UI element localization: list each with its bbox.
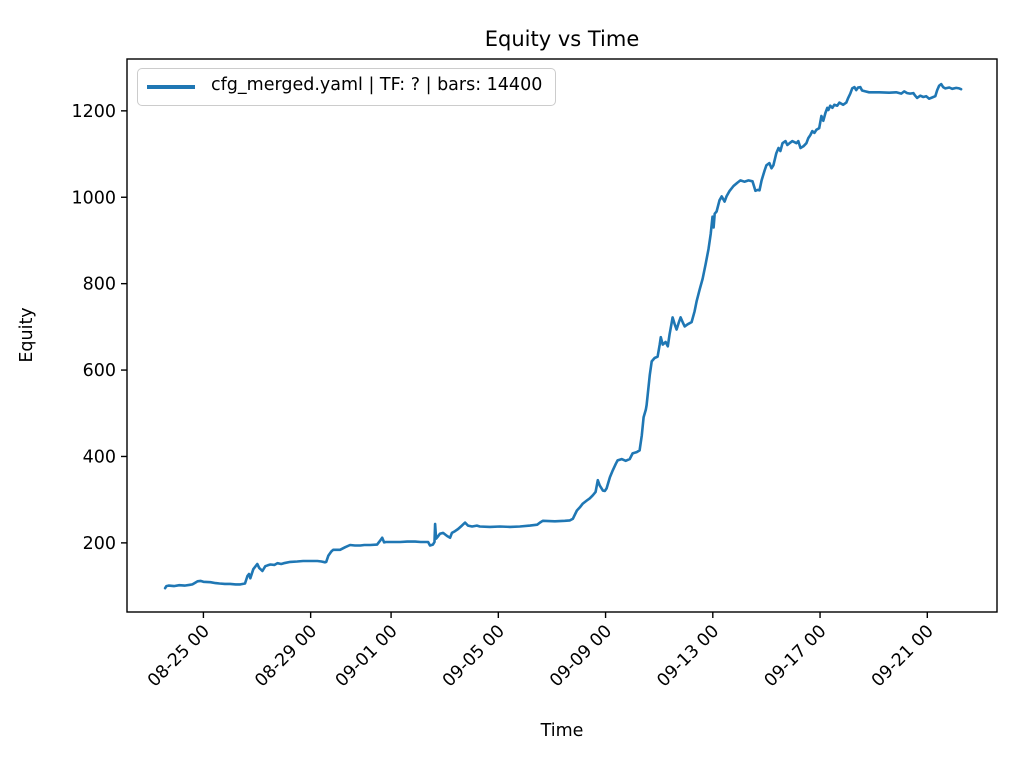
x-tick-label: 09-17 00 <box>761 621 831 691</box>
x-tick-label: 09-13 00 <box>654 621 724 691</box>
x-tick-label: 09-01 00 <box>332 621 402 691</box>
equity-line <box>163 82 963 590</box>
y-axis-label: Equity <box>17 307 37 362</box>
x-tick-label: 08-25 00 <box>144 621 214 691</box>
x-tick-label: 09-05 00 <box>439 621 509 691</box>
legend-label: cfg_merged.yaml | TF: ? | bars: 14400 <box>211 75 543 96</box>
y-tick-label: 400 <box>83 447 116 467</box>
legend-line-swatch <box>147 85 195 89</box>
y-tick-label: 1200 <box>71 102 116 122</box>
legend: cfg_merged.yaml | TF: ? | bars: 14400 <box>137 68 557 106</box>
x-tick-label: 09-09 00 <box>546 621 616 691</box>
y-tick-label: 600 <box>83 361 116 381</box>
y-tick-label: 800 <box>83 275 116 295</box>
plot-border <box>126 58 998 613</box>
x-axis-label: Time <box>540 721 584 741</box>
y-tick-label: 1000 <box>71 188 116 208</box>
y-tick-label: 200 <box>83 534 116 554</box>
chart-title: Equity vs Time <box>485 27 640 51</box>
x-tick-label: 08-29 00 <box>251 621 321 691</box>
x-tick-label: 09-21 00 <box>868 621 938 691</box>
